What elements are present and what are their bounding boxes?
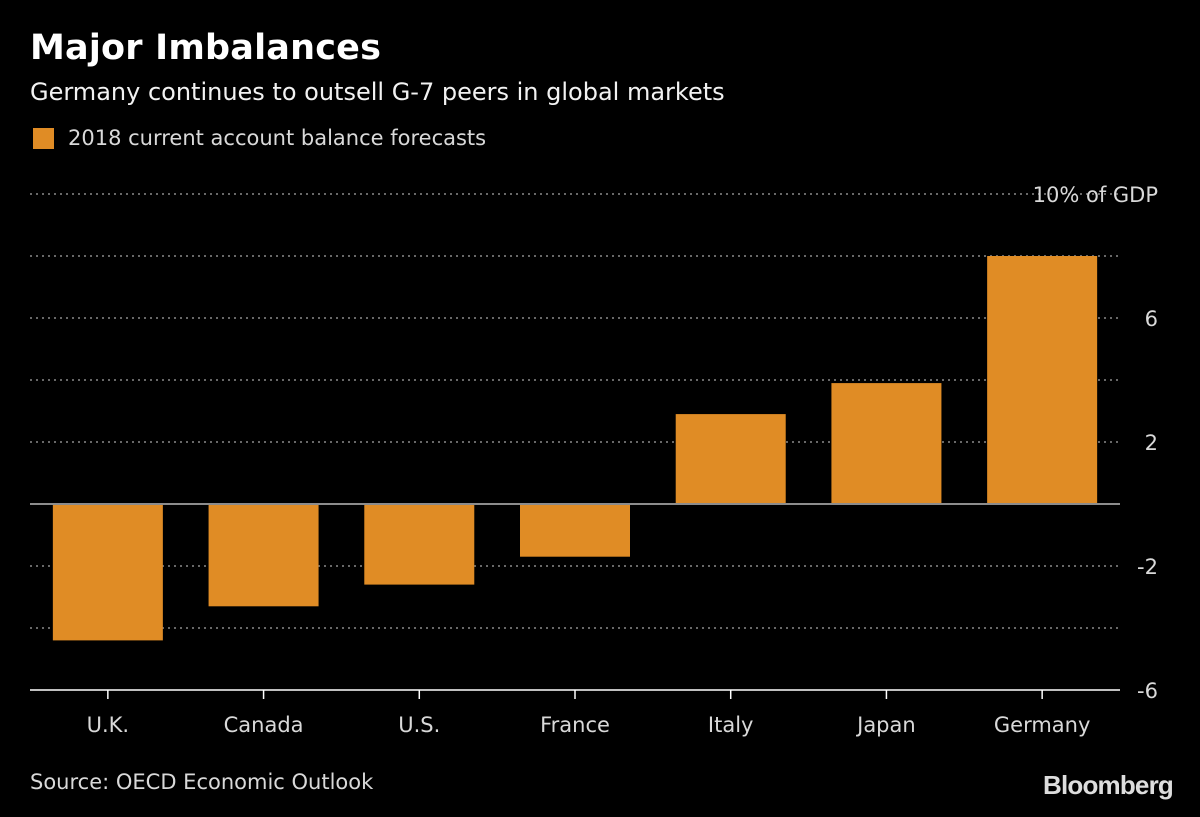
bar [52, 504, 163, 641]
x-tick-label: Germany [994, 713, 1091, 737]
x-tick-label: Canada [224, 713, 304, 737]
y-tick-label: 6 [1145, 307, 1158, 331]
x-tick-label: Japan [855, 713, 916, 737]
legend-swatch [33, 127, 54, 149]
axes: U.K. Canada U.S. France Italy Japan Germany 10%… [30, 183, 1158, 737]
x-tick-label: Italy [708, 713, 754, 737]
y-tick-label: 2 [1145, 431, 1158, 455]
y-tick-label: -2 [1137, 555, 1158, 579]
bloomberg-logo: Bloomberg [1042, 770, 1174, 800]
bar [364, 504, 475, 585]
bar [831, 383, 942, 504]
chart-subtitle: Germany continues to outsell G-7 peers i… [30, 78, 725, 106]
gridlines [30, 193, 1120, 629]
bar [208, 504, 319, 607]
bars [52, 256, 1098, 641]
legend: 2018 current account balance forecasts [33, 126, 486, 150]
bar [675, 414, 786, 504]
y-tick-label: -6 [1137, 679, 1158, 703]
y-tick-label: 10% of GDP [1033, 183, 1158, 207]
chart-title: Major Imbalances [30, 28, 382, 68]
legend-label: 2018 current account balance forecasts [68, 126, 487, 150]
bar [520, 504, 630, 557]
source-note: Source: OECD Economic Outlook [30, 770, 374, 794]
x-tick-label: U.K. [87, 713, 130, 737]
bar [987, 256, 1098, 504]
x-tick-label: U.S. [398, 713, 440, 737]
x-tick-label: France [540, 713, 610, 737]
